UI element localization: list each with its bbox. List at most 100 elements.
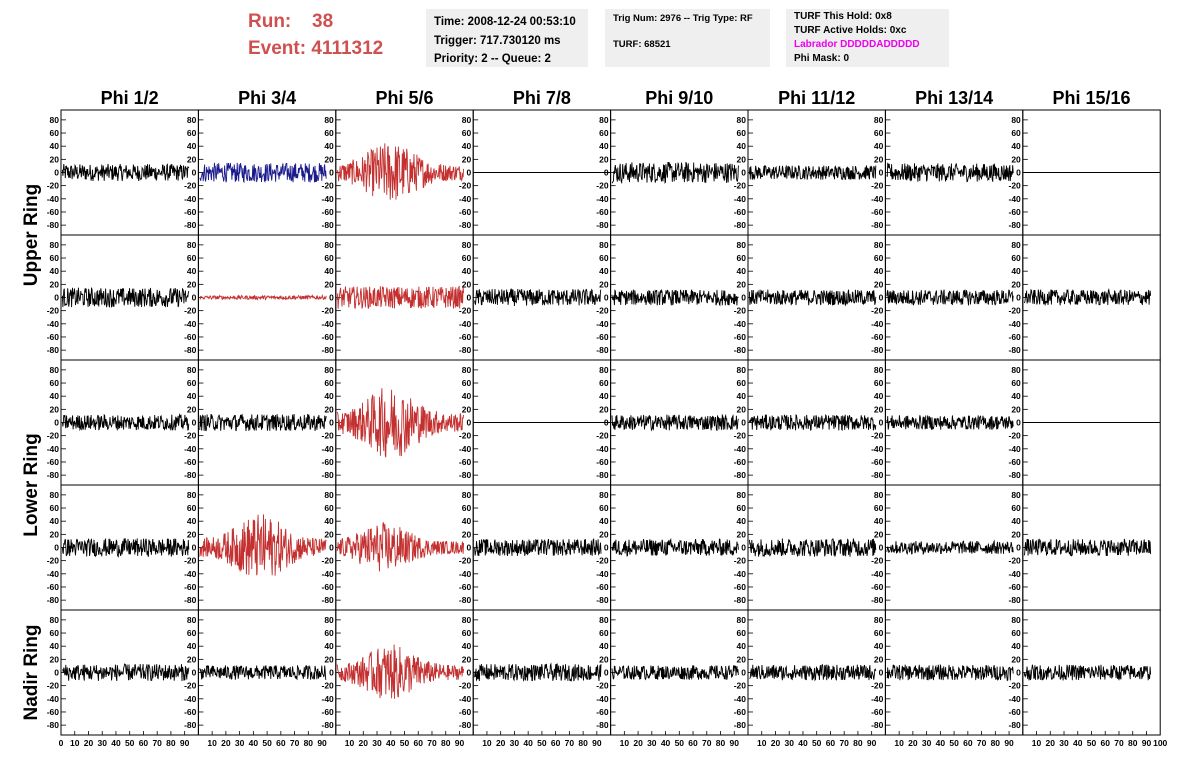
y-tick-label: 0 [879, 668, 884, 678]
y-tick-label: 80 [1011, 240, 1021, 250]
x-tick-label: 20 [908, 738, 918, 748]
y-tick-label: 20 [324, 154, 334, 164]
y-tick-label: 20 [462, 529, 472, 539]
y-tick-label: 80 [599, 615, 609, 625]
ring-label: Lower Ring [21, 433, 42, 536]
y-tick-label: 60 [874, 378, 884, 388]
x-tick-label: 60 [963, 738, 973, 748]
y-tick-label: 0 [604, 668, 609, 678]
y-tick-label: 20 [737, 279, 747, 289]
y-tick-label: 0 [1016, 293, 1021, 303]
x-tick-label: 40 [249, 738, 259, 748]
y-tick-label: 40 [187, 516, 197, 526]
x-tick-label: 20 [496, 738, 506, 748]
y-tick-label: 60 [1011, 628, 1021, 638]
y-tick-label: -40 [1009, 194, 1022, 204]
y-tick-label: -80 [734, 220, 747, 230]
y-tick-label: -60 [871, 457, 884, 467]
turf-active-text: TURF Active Holds: 0xc [794, 25, 907, 36]
y-tick-label: 40 [599, 391, 609, 401]
y-tick-label: 20 [737, 154, 747, 164]
y-tick-label: 20 [1011, 529, 1021, 539]
y-tick-label: 0 [466, 543, 471, 553]
x-tick-label: 60 [551, 738, 561, 748]
y-tick-label: -60 [184, 457, 197, 467]
y-tick-label: -60 [459, 707, 472, 717]
y-tick-label: -60 [1009, 582, 1022, 592]
x-tick-label: 70 [977, 738, 987, 748]
waveform-panel: -80 -60 -40 -20 0 20 40 60 80 [734, 234, 886, 361]
y-tick-label: 20 [1011, 154, 1021, 164]
x-tick-label: 80 [441, 738, 451, 748]
y-tick-label: -40 [322, 444, 335, 454]
y-tick-label: 40 [462, 641, 472, 651]
y-tick-label: -80 [459, 220, 472, 230]
y-tick-label: 0 [54, 293, 59, 303]
waveform-panel: -80 -60 -40 -20 0 20 40 60 80 [1009, 234, 1161, 361]
x-tick-label: 30 [235, 738, 245, 748]
y-tick-label: 60 [324, 128, 334, 138]
y-tick-label: 60 [874, 128, 884, 138]
x-tick-label: 90 [455, 738, 465, 748]
y-tick-label: 40 [1011, 641, 1021, 651]
x-tick-label: 80 [853, 738, 863, 748]
y-tick-label: 40 [1011, 141, 1021, 151]
x-tick-label: 70 [1114, 738, 1124, 748]
y-tick-label: 40 [874, 516, 884, 526]
x-tick-label: 90 [1142, 738, 1152, 748]
y-tick-label: -40 [596, 569, 609, 579]
y-tick-label: 0 [54, 543, 59, 553]
y-tick-label: 20 [462, 404, 472, 414]
x-tick-label: 50 [537, 738, 547, 748]
waveform-trace [1023, 288, 1152, 306]
x-tick-label: 100 [1153, 738, 1167, 748]
run-value: 38 [312, 11, 334, 32]
y-tick-label: -60 [871, 207, 884, 217]
waveform-panel: -80 -60 -40 -20 0 20 40 60 80 [184, 234, 337, 361]
trigger-text: Trigger: 717.730120 ms [434, 34, 561, 47]
y-tick-label: -60 [596, 332, 609, 342]
waveform-trace [748, 538, 877, 558]
waveform-panel: -80 -60 -40 -20 0 20 40 60 80 [734, 484, 886, 611]
x-tick-label: 60 [139, 738, 149, 748]
column-header: Phi 1/2 [101, 88, 159, 108]
x-tick-label: 80 [578, 738, 588, 748]
y-tick-label: 40 [187, 141, 197, 151]
y-tick-label: -40 [47, 569, 60, 579]
y-tick-label: -80 [1009, 345, 1022, 355]
column-header: Phi 13/14 [915, 88, 993, 108]
y-tick-label: -80 [734, 720, 747, 730]
y-tick-label: 20 [874, 154, 884, 164]
y-tick-label: 80 [874, 490, 884, 500]
y-tick-label: 80 [50, 115, 60, 125]
y-tick-label: 80 [737, 365, 747, 375]
y-tick-label: -20 [184, 431, 197, 441]
y-tick-label: 60 [462, 378, 472, 388]
column-header: Phi 3/4 [238, 88, 296, 108]
waveform-panel: -80 -60 -40 -20 0 20 40 60 80 [871, 484, 1024, 611]
y-tick-label: 60 [462, 253, 472, 263]
y-tick-label: 60 [324, 378, 334, 388]
y-tick-label: -80 [47, 220, 60, 230]
y-tick-label: -40 [184, 319, 197, 329]
y-tick-label: 0 [741, 543, 746, 553]
labrador-text: Labrador DDDDDADDDDD [794, 39, 920, 50]
event-value: 4111312 [311, 38, 384, 59]
y-tick-label: 60 [737, 253, 747, 263]
y-tick-label: 60 [50, 503, 60, 513]
y-tick-label: 0 [741, 168, 746, 178]
y-tick-label: -40 [47, 194, 60, 204]
y-tick-label: 60 [462, 128, 472, 138]
x-tick-label: 40 [386, 738, 396, 748]
x-tick-label: 90 [1004, 738, 1014, 748]
y-tick-label: -80 [596, 470, 609, 480]
waveform-panel: -80 -60 -40 -20 0 20 40 60 80 [322, 484, 474, 611]
y-tick-label: -80 [596, 345, 609, 355]
x-tick-label: 90 [867, 738, 877, 748]
x-tick-label: 20 [771, 738, 781, 748]
y-tick-label: -40 [871, 694, 884, 704]
x-tick-label: 10 [757, 738, 767, 748]
x-tick-label: 10 [345, 738, 355, 748]
y-tick-label: 40 [737, 391, 747, 401]
waveform-trace [611, 537, 739, 557]
